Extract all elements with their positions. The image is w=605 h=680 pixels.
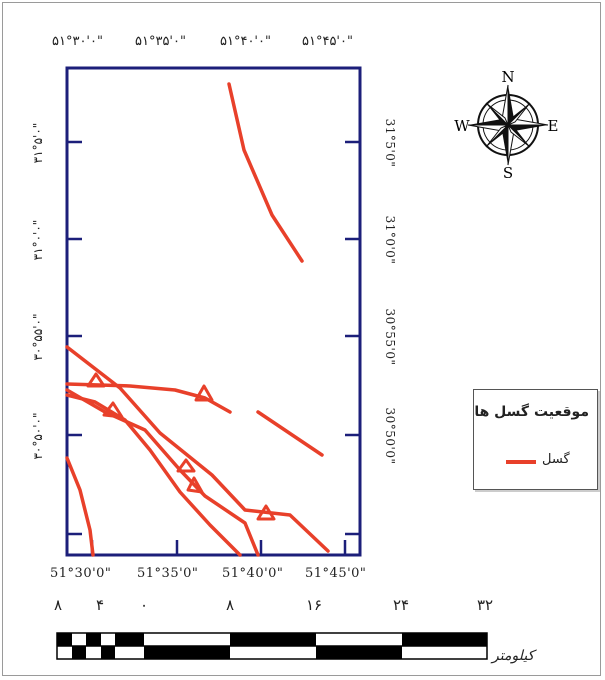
scale-label-5: ۱۶ bbox=[306, 596, 323, 614]
right-ticks bbox=[345, 140, 360, 536]
compass-n: N bbox=[501, 68, 514, 86]
top-coord-2: ۵۱°۳۵'۰" bbox=[135, 34, 186, 49]
scale-bar bbox=[56, 632, 488, 660]
compass-s: S bbox=[503, 164, 513, 182]
legend-title: موقعیت گسل ها bbox=[474, 404, 589, 420]
legend: موقعیت گسل ها گسل bbox=[473, 389, 598, 490]
thrust-triangles bbox=[86, 372, 276, 521]
fault-line-3 bbox=[65, 382, 232, 414]
top-coord-4: ۵۱°۴۵'۰" bbox=[302, 34, 353, 49]
left-coord-3: ۳۰°۵۵'۰" bbox=[31, 313, 45, 361]
scale-label-7: ۳۲ bbox=[477, 596, 494, 614]
bottom-coord-2: 51°35'0" bbox=[137, 566, 199, 581]
scale-label-1: ۸ bbox=[54, 596, 63, 614]
fault-line-1 bbox=[227, 82, 304, 263]
compass-rose-icon bbox=[467, 84, 549, 166]
fault-line-6 bbox=[65, 393, 242, 557]
scale-label-2: ۴ bbox=[96, 596, 105, 614]
scale-label-6: ۲۴ bbox=[393, 596, 410, 614]
scale-unit-label: کیلومتر bbox=[492, 648, 535, 664]
right-coord-2: 31°0'0" bbox=[383, 215, 397, 265]
legend-item-fault: گسل bbox=[482, 452, 582, 470]
bottom-coord-1: 51°30'0" bbox=[50, 566, 112, 581]
scale-label-4: ۸ bbox=[226, 596, 235, 614]
map-border bbox=[65, 66, 362, 557]
scale-label-3: ۰ bbox=[140, 596, 149, 614]
bottom-coord-4: 51°45'0" bbox=[305, 566, 367, 581]
left-coord-4: ۳۰°۵۰'۰" bbox=[31, 412, 45, 460]
top-coord-1: ۵۱°۳۰'۰" bbox=[52, 34, 103, 49]
right-coord-1: 31°5'0" bbox=[383, 118, 397, 168]
legend-label-fault: گسل bbox=[542, 452, 570, 467]
fault-line-4 bbox=[256, 410, 324, 457]
left-coord-1: ۳۱°۵'۰" bbox=[31, 122, 45, 164]
left-ticks bbox=[67, 140, 82, 536]
left-coord-2: ۳۱°۰'۰" bbox=[31, 219, 45, 261]
fault-line-2 bbox=[65, 345, 330, 553]
compass-e: E bbox=[548, 117, 559, 135]
compass-w: W bbox=[454, 117, 470, 135]
right-coord-4: 30°50'0" bbox=[383, 407, 397, 465]
right-coord-3: 30°55'0" bbox=[383, 308, 397, 366]
top-coord-3: ۵۱°۴۰'۰" bbox=[220, 34, 271, 49]
bottom-ticks bbox=[90, 540, 347, 555]
fault-line-7 bbox=[65, 456, 95, 557]
bottom-coord-3: 51°40'0" bbox=[222, 566, 284, 581]
fault-line-5 bbox=[65, 388, 260, 557]
legend-swatch-fault bbox=[506, 460, 536, 464]
